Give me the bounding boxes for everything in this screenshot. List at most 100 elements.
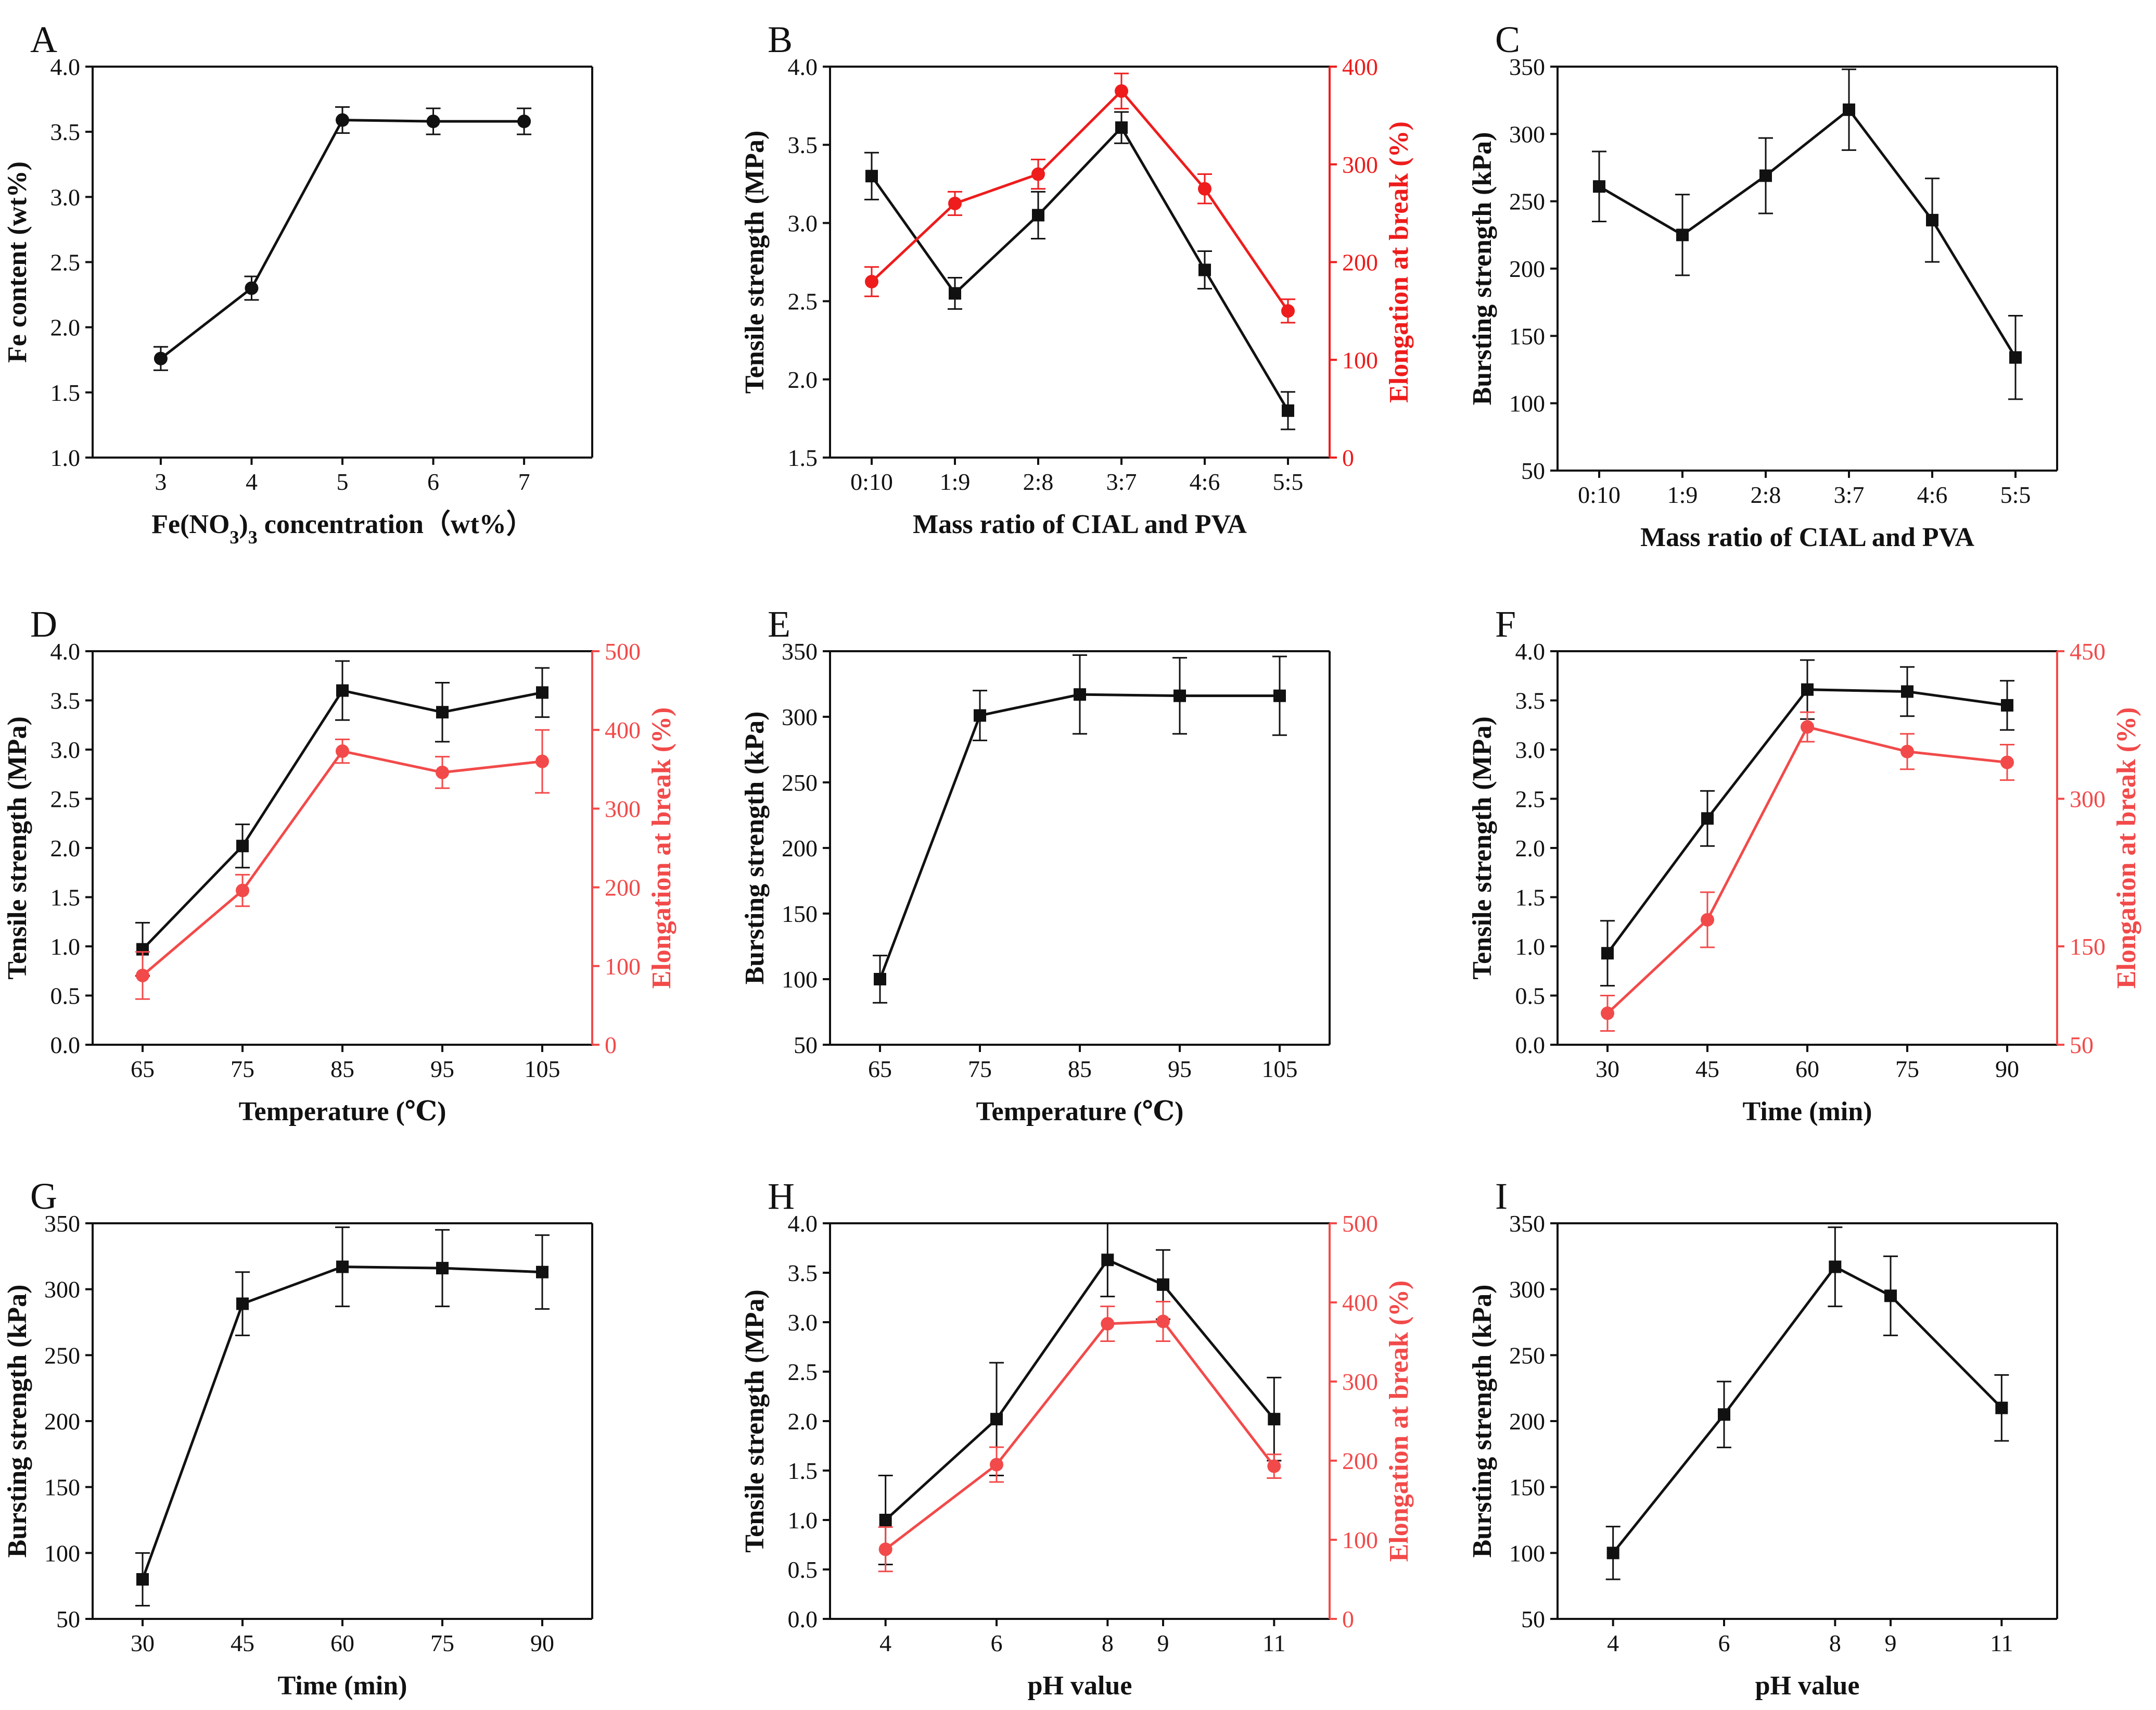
y-right-tick-label: 100: [1342, 347, 1378, 373]
data-point: [1115, 84, 1128, 98]
data-point: [974, 709, 986, 722]
data-point: [136, 968, 149, 982]
series-line: [870, 125, 1290, 412]
data-point: [874, 973, 886, 985]
x-tick-label: 95: [1168, 1056, 1192, 1082]
x-tick-label: 2:8: [1751, 482, 1781, 508]
x-axis-label: Time (min): [278, 1671, 407, 1701]
y-tick-label: 300: [44, 1276, 80, 1303]
y-tick-label: 4.0: [1515, 638, 1546, 665]
y-tick-label: 0.0: [788, 1606, 818, 1632]
y-tick-label: 150: [1509, 1474, 1545, 1501]
data-point: [1801, 720, 1814, 734]
data-point: [154, 351, 168, 365]
y-right-tick-label: 450: [2070, 638, 2106, 665]
x-axis-label: Mass ratio of CIAL and PVA: [1640, 523, 1974, 552]
x-tick-label: 0:10: [1578, 482, 1621, 508]
y-tick-label: 3.0: [50, 737, 81, 763]
y-tick-label: 3.5: [788, 132, 818, 158]
y-tick-label: 3.5: [50, 119, 81, 145]
series-elongation-at-break: [135, 729, 550, 1000]
data-point: [1282, 404, 1294, 417]
x-tick-label: 75: [968, 1056, 992, 1082]
y-right-tick-label: 400: [605, 717, 641, 743]
panel-letter: B: [768, 19, 793, 60]
series-elongation-at-break: [864, 72, 1295, 324]
data-point: [2001, 699, 2013, 712]
x-tick-label: 30: [1596, 1056, 1619, 1082]
panel-letter: F: [1495, 603, 1516, 645]
data-point: [865, 275, 878, 289]
data-point: [1701, 913, 1714, 927]
y-tick-label: 350: [1509, 1210, 1545, 1237]
y-tick-label: 350: [782, 638, 818, 665]
data-point: [536, 1265, 548, 1278]
x-tick-label: 1:9: [1667, 482, 1698, 508]
y-right-tick-label: 200: [1342, 249, 1378, 276]
data-point: [1843, 103, 1855, 116]
y-tick-label: 250: [1509, 188, 1545, 215]
y-axis-label: Tensile strength (MPa): [1468, 716, 1497, 980]
y-tick-label: 1.0: [50, 445, 81, 471]
series-line: [1612, 1265, 2003, 1554]
y-tick-label: 1.0: [50, 933, 81, 960]
data-point: [1173, 689, 1186, 702]
x-axis-label: Temperature (℃): [239, 1097, 446, 1126]
data-point: [1031, 167, 1045, 181]
y-tick-label: 200: [1509, 256, 1545, 282]
x-tick-label: 8: [1102, 1630, 1114, 1656]
data-point: [1701, 812, 1714, 825]
data-point: [1074, 688, 1086, 701]
y-tick-label: 350: [1509, 54, 1545, 80]
x-tick-label: 11: [1262, 1630, 1285, 1656]
y-axis-label: Tensile strength (MPa): [740, 131, 770, 394]
y-tick-label: 3.5: [50, 688, 81, 714]
panel-letter: E: [768, 603, 790, 645]
x-axis-label: Fe(NO3)3 concentration（wt%）: [151, 509, 533, 548]
y-right-tick-label: 100: [1342, 1527, 1378, 1553]
data-point: [136, 1573, 149, 1586]
y-axis-label: Bursting strength (kPa): [1468, 1285, 1497, 1558]
series-bursting-strength: [1592, 68, 2023, 400]
data-point: [1995, 1401, 2008, 1414]
data-point: [948, 196, 962, 210]
y-right-tick-label: 300: [2070, 786, 2106, 813]
data-point: [1801, 683, 1814, 696]
x-tick-label: 3:7: [1106, 468, 1137, 495]
panel-letter: G: [30, 1175, 57, 1217]
x-tick-label: 6: [1718, 1630, 1730, 1656]
y-tick-label: 4.0: [50, 638, 81, 665]
series-line: [871, 89, 1290, 312]
y-right-tick-label: 200: [605, 875, 641, 901]
y-right-tick-label: 300: [1342, 1369, 1378, 1395]
y-tick-label: 4.0: [788, 1210, 818, 1237]
data-point: [535, 754, 549, 768]
x-axis-label: Mass ratio of CIAL and PVA: [913, 510, 1247, 539]
y-tick-label: 1.5: [788, 1458, 818, 1484]
y-tick-label: 350: [44, 1210, 80, 1237]
y-right-tick-label: 200: [1342, 1448, 1378, 1474]
x-axis-label: Temperature (℃): [976, 1097, 1184, 1126]
y-right-tick-label: 100: [605, 953, 641, 980]
x-tick-label: 8: [1829, 1630, 1841, 1656]
x-axis-label: pH value: [1755, 1671, 1860, 1701]
x-tick-label: 75: [430, 1630, 454, 1656]
data-point: [1718, 1408, 1730, 1421]
data-point: [1926, 213, 1938, 226]
y-tick-label: 50: [1521, 458, 1545, 484]
y-axis-label: Bursting strength (kPa): [3, 1285, 32, 1558]
data-point: [1759, 169, 1772, 182]
data-point: [2009, 351, 2022, 364]
data-point: [1198, 263, 1211, 276]
data-point: [1593, 180, 1605, 193]
panel-letter: H: [768, 1175, 795, 1217]
y-tick-label: 100: [1509, 390, 1545, 417]
x-tick-label: 105: [525, 1056, 560, 1082]
y-right-tick-label: 400: [1342, 54, 1378, 80]
x-tick-label: 85: [1068, 1056, 1092, 1082]
y-right-tick-label: 50: [2070, 1032, 2094, 1058]
y-tick-label: 50: [1521, 1606, 1545, 1632]
x-tick-label: 75: [231, 1056, 254, 1082]
y-tick-label: 100: [1509, 1540, 1545, 1566]
